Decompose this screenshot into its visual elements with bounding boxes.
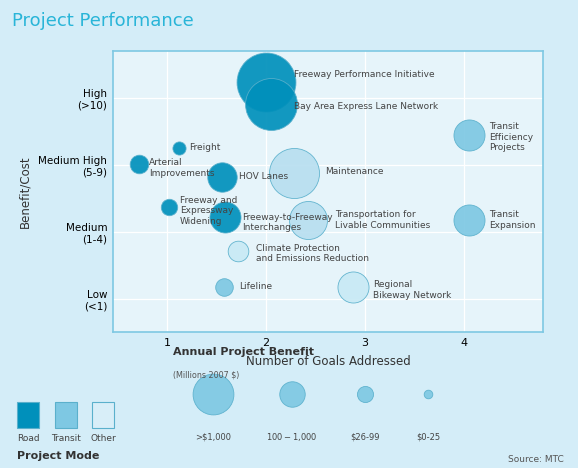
Text: Lifeline: Lifeline [239, 282, 273, 291]
Text: $26-99: $26-99 [350, 432, 380, 441]
Point [266, 100, 276, 107]
Text: Arterial
Improvements: Arterial Improvements [149, 158, 215, 177]
Point [287, 391, 297, 398]
Text: Transportation for
Livable Communities: Transportation for Livable Communities [335, 210, 431, 230]
Text: Project Mode: Project Mode [17, 451, 100, 461]
Point [219, 283, 228, 291]
Text: Road: Road [17, 434, 40, 443]
Point [217, 174, 226, 181]
Point [220, 213, 229, 221]
Point [208, 391, 217, 398]
Point [465, 216, 474, 224]
Text: Transit: Transit [51, 434, 81, 443]
Text: Transit
Efficiency
Projects: Transit Efficiency Projects [489, 122, 533, 152]
Text: Transit
Expansion: Transit Expansion [489, 210, 535, 230]
Text: >$1,000: >$1,000 [195, 432, 231, 441]
Text: Bay Area Express Lane Network: Bay Area Express Lane Network [294, 102, 438, 111]
Text: HOV Lanes: HOV Lanes [239, 172, 288, 181]
Text: (Millions 2007 $): (Millions 2007 $) [173, 370, 240, 380]
Text: Regional
Bikeway Network: Regional Bikeway Network [373, 280, 451, 300]
Text: Annual Project Benefit: Annual Project Benefit [173, 347, 314, 358]
Text: Source: MTC: Source: MTC [508, 455, 564, 464]
Y-axis label: Benefit/Cost: Benefit/Cost [18, 155, 31, 228]
Text: Climate Protection
and Emissions Reduction: Climate Protection and Emissions Reducti… [256, 244, 369, 263]
Point [423, 391, 432, 398]
Point [165, 203, 174, 210]
Text: Freight: Freight [189, 143, 220, 152]
Point [175, 145, 184, 152]
Text: Freeway and
Expressway
Widening: Freeway and Expressway Widening [180, 196, 238, 226]
Point [303, 216, 312, 224]
Point [234, 247, 243, 255]
X-axis label: Number of Goals Addressed: Number of Goals Addressed [246, 355, 410, 368]
Point [135, 160, 144, 168]
Text: $100-$1,000: $100-$1,000 [266, 431, 317, 443]
Text: $0-25: $0-25 [416, 432, 440, 441]
Point [289, 169, 298, 177]
Point [261, 78, 271, 85]
Text: Freeway Performance Initiative: Freeway Performance Initiative [294, 70, 435, 80]
Text: Project Performance: Project Performance [12, 12, 193, 29]
Point [361, 391, 370, 398]
Point [349, 283, 358, 291]
Text: Other: Other [91, 434, 116, 443]
Point [465, 132, 474, 139]
Text: Freeway-to-Freeway
Interchanges: Freeway-to-Freeway Interchanges [242, 213, 333, 232]
Text: Maintenance: Maintenance [325, 168, 384, 176]
